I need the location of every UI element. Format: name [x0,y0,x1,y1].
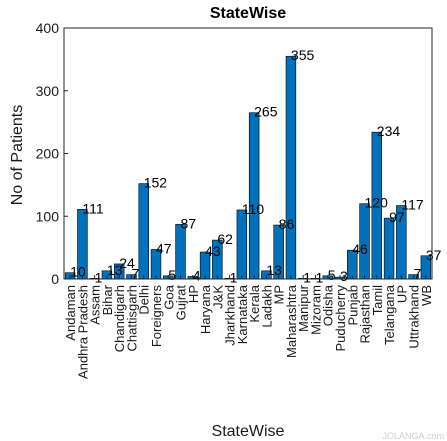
data-label: 43 [205,243,221,259]
x-tick-label: Assam [88,285,103,325]
bar-karnataka [236,209,248,280]
x-tick-label: Mizoram [308,285,323,335]
x-tick-label: Maharashtra [284,284,299,358]
data-label: 5 [168,267,176,283]
data-label: 234 [377,123,401,139]
data-label: 1 [95,269,103,285]
bar-kerala [248,112,260,280]
data-label: 97 [389,209,405,225]
x-tick-label: MP [272,285,287,305]
data-label: 5 [328,267,336,283]
x-tick-label: J&K [210,285,225,309]
y-tick-label: 0 [51,271,59,287]
x-tick-label: Delhi [137,285,152,315]
data-label: 1 [230,269,238,285]
data-label: 111 [82,200,103,216]
data-label: 117 [401,197,424,213]
y-axis-ticks: 0 100 200 300 400 [36,20,68,287]
data-label: 46 [352,241,368,257]
data-label: 47 [156,241,172,257]
y-tick-label: 100 [36,208,60,224]
data-label: 7 [414,266,422,282]
x-tick-label: Karnataka [235,284,250,344]
data-label: 4 [193,267,201,283]
y-tick-label: 200 [36,146,60,162]
data-label: 7 [131,266,139,282]
x-tick-label: Tamil [370,285,385,315]
x-tick-label: Goa [161,284,176,309]
x-tick-label: Chandigarh [112,285,127,352]
plot-frame [63,27,433,280]
y-tick-label: 300 [36,83,60,99]
data-label: 24 [119,255,135,271]
bar-series [64,55,432,280]
x-tick-label: Jharkhand [223,285,238,346]
data-label: 87 [181,215,197,231]
chart-title: StateWise [210,5,286,22]
x-tick-label: Rajasthan [358,285,373,344]
bar-gujrat [175,224,186,280]
data-label: 1 [303,269,311,285]
x-tick-label: UP [394,285,409,303]
data-label: 3 [340,268,348,284]
data-label: 13 [107,262,123,278]
data-label: 86 [279,216,295,232]
data-label: 120 [365,195,389,211]
x-tick-label: Uttrakhand [407,285,422,349]
x-tick-label: Gujrat [174,285,189,321]
data-label: 110 [242,201,265,217]
data-label: 355 [291,47,315,63]
x-tick-label: Bihar [100,284,115,315]
x-tick-label: HP [186,285,201,303]
x-tick-label: Kerala [247,284,262,322]
bar-maharashtra [285,55,297,280]
x-tick-label: Telangana [382,284,397,345]
y-tick-label: 400 [36,20,60,36]
x-tick-label: Foreigners [149,285,164,348]
x-axis-label: StateWise [212,423,285,440]
x-tick-label: Ladakh [259,285,274,328]
x-tick-label: Odisha [321,284,336,326]
x-tick-label: Manipur [296,284,311,332]
data-label: 152 [144,175,168,191]
data-label: 13 [266,262,282,278]
x-tick-label: Punjab [345,285,360,325]
y-axis-label: No of Patients [9,105,26,206]
data-label: 265 [254,104,278,120]
x-tick-label: Chattisgarh [124,285,139,351]
bar-telangana [383,217,395,280]
x-tick-label: Andaman [63,285,78,341]
data-label: 62 [217,231,233,247]
x-tick-label: Haryana [198,284,213,334]
watermark: JOLANGA.com [382,431,444,441]
x-tick-label: Puducherry [333,285,348,352]
bar-delhi [138,183,149,280]
data-label: 37 [426,247,442,263]
x-tick-label: WB [419,285,434,306]
data-label: 1 [315,269,323,285]
x-tick-label: Andhra Pradesh [75,285,90,379]
data-label: 10 [70,264,86,280]
